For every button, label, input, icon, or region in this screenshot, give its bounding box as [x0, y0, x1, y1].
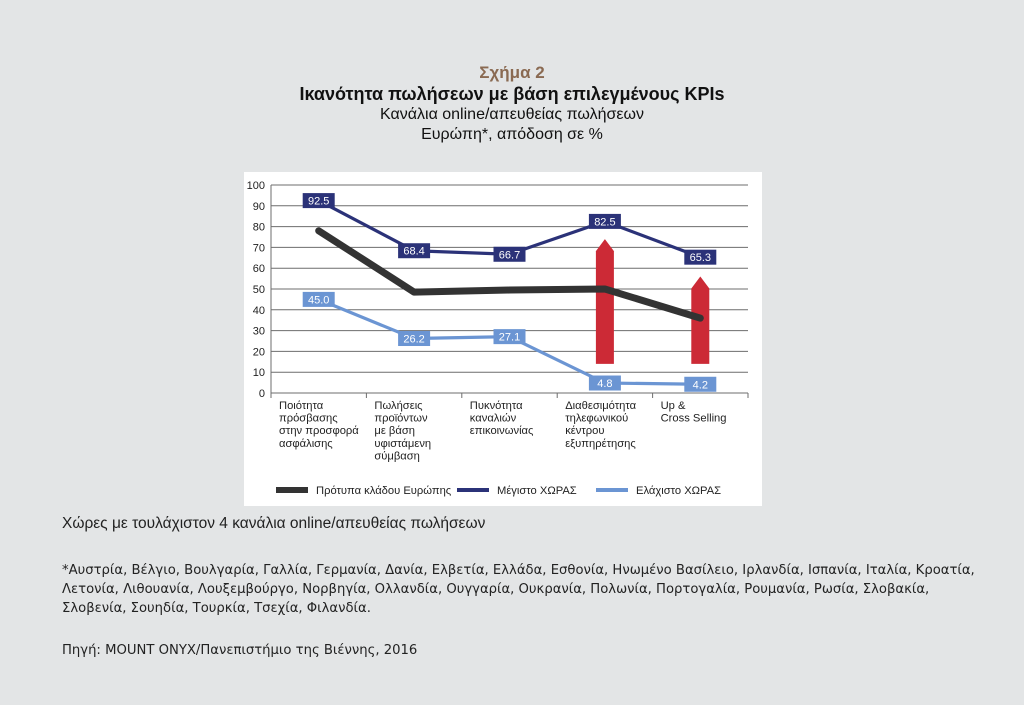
- legend-label: Ελάχιστο ΧΩΡΑΣ: [636, 485, 721, 497]
- y-tick-label: 40: [253, 305, 265, 317]
- y-tick-label: 20: [253, 346, 265, 358]
- y-tick-label: 80: [253, 222, 265, 234]
- data-label-box: [588, 213, 621, 229]
- data-label-box: [493, 329, 526, 345]
- chart-subtitle: Κανάλια online/απευθείας πωλήσεων: [380, 106, 644, 123]
- x-tick-label: Πυκνότητα καναλιών επικοινωνίας: [470, 400, 534, 437]
- data-label-box: [493, 246, 526, 262]
- data-label-box: [684, 376, 717, 392]
- y-tick-label: 90: [253, 201, 265, 213]
- series-line: [315, 227, 704, 322]
- x-tick-label: Πωλήσεις προϊόντων με βάση υφιστάμενη σύμβασ…: [374, 400, 431, 462]
- data-label: 65.3: [690, 252, 711, 264]
- data-label-box: [684, 249, 717, 265]
- up-arrow: [595, 239, 614, 364]
- data-label: 92.5: [308, 196, 329, 208]
- data-label-box: [588, 375, 621, 391]
- y-tick-label: 50: [253, 284, 265, 296]
- x-tick-label: Ποιότητα πρόσβασης στην προσφορά ασφάλισης: [279, 400, 359, 450]
- chart-subtitle-2: Ευρώπη*, απόδοση σε %: [421, 126, 603, 143]
- data-label-box: [398, 331, 431, 347]
- source-note: Πηγή: MOUNT ONYX/Πανεπιστήμιο της Βιέννη…: [62, 643, 418, 658]
- chart-titles: Σχήμα 2 Ικανότητα πωλήσεων με βάση επιλε…: [0, 62, 1024, 145]
- chart-panel: 0 10 20 30 40 50 60 70 80 90 100 Ποιότητα πρόσβασης σ…: [244, 172, 762, 506]
- data-label-box: [398, 243, 431, 259]
- data-label: 26.2: [403, 334, 424, 346]
- data-label: 68.4: [403, 246, 424, 258]
- x-tick-label: Up & Cross Selling: [661, 400, 727, 425]
- data-label: 82.5: [594, 216, 615, 228]
- data-label: 27.1: [499, 332, 520, 344]
- data-label-box: [302, 193, 335, 209]
- data-label: 4.8: [597, 378, 612, 390]
- data-label: 66.7: [499, 249, 520, 261]
- caption: Χώρες με τουλάχιστον 4 κανάλια online/απ…: [62, 515, 486, 532]
- countries-note: *Αυστρία, Βέλγιο, Βουλγαρία, Γαλλία, Γερ…: [62, 563, 975, 616]
- y-tick-label: 10: [253, 367, 265, 379]
- data-label-box: [302, 291, 335, 307]
- y-tick-label: 100: [247, 180, 265, 192]
- data-label: 4.2: [693, 379, 708, 391]
- x-tick-label: Διαθεσιμότητα τηλεφωνικού κέντρου εξυπηρέτη…: [565, 400, 636, 450]
- chart-title: Ικανότητα πωλήσεων με βάση επιλεγμένους …: [299, 84, 725, 104]
- data-label: 45.0: [308, 294, 329, 306]
- legend-label: Πρότυπα κλάδου Ευρώπης: [316, 485, 452, 497]
- line-chart: 0 10 20 30 40 50 60 70 80 90 100 Ποιότητα πρόσβασης σ…: [247, 180, 749, 497]
- y-tick-label: 0: [259, 388, 265, 400]
- figure-label: Σχήμα 2: [479, 63, 545, 82]
- legend-label: Μέγιστο ΧΩΡΑΣ: [497, 485, 577, 497]
- y-tick-label: 30: [253, 326, 265, 338]
- y-tick-label: 60: [253, 263, 265, 275]
- y-tick-label: 70: [253, 242, 265, 254]
